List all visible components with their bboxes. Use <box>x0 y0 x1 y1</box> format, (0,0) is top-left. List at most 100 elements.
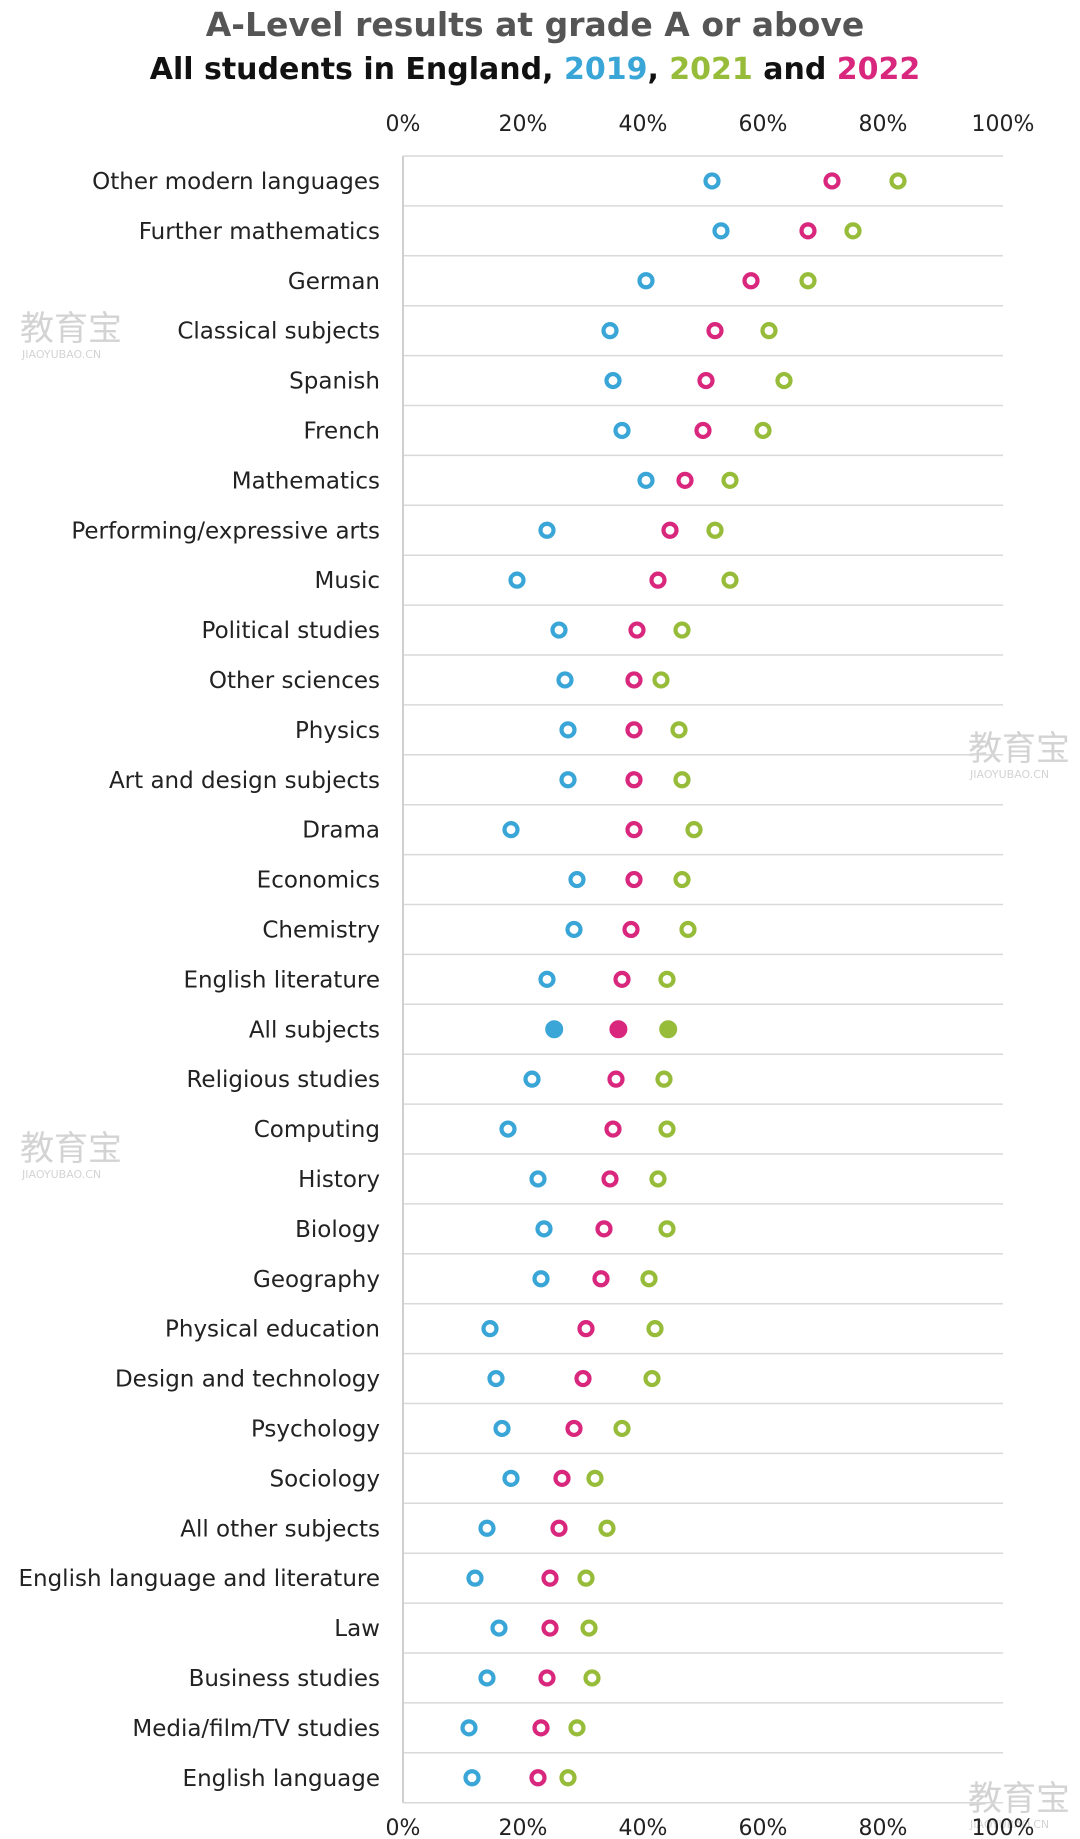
x-tick-label-top: 40% <box>619 112 668 137</box>
watermark-subtext: JIAOYUBAO.CN <box>969 768 1049 781</box>
point-2022 <box>625 671 643 689</box>
point-2019 <box>499 1120 517 1138</box>
category-label: Art and design subjects <box>109 768 380 794</box>
point-2019 <box>493 1419 511 1438</box>
category-label: Spanish <box>289 369 380 395</box>
point-2021 <box>889 172 907 190</box>
point-2019 <box>637 272 655 290</box>
point-2022 <box>694 421 712 440</box>
category-label: Mathematics <box>232 468 380 494</box>
point-2021 <box>760 322 778 340</box>
point-2019 <box>559 771 577 789</box>
point-2022 <box>697 371 715 390</box>
point-2022 <box>592 1270 610 1288</box>
point-2021 <box>844 222 862 240</box>
category-label: Psychology <box>251 1416 380 1442</box>
category-label: Drama <box>302 818 380 844</box>
subtitle-year-2021: 2021 <box>669 52 753 87</box>
watermark-text: 教育宝 <box>20 309 122 349</box>
point-2019 <box>529 1170 547 1188</box>
point-2021 <box>559 1769 577 1787</box>
point-2021 <box>679 920 697 939</box>
point-2022 <box>604 1120 622 1138</box>
point-2019 <box>478 1669 496 1687</box>
point-2019 <box>545 1020 564 1039</box>
category-label: Music <box>315 568 380 594</box>
point-2021 <box>775 371 793 390</box>
point-2019 <box>712 222 730 240</box>
point-2022 <box>529 1769 547 1787</box>
point-2019 <box>478 1519 496 1537</box>
point-2021 <box>673 621 691 639</box>
point-2021 <box>577 1569 595 1587</box>
point-2019 <box>535 1220 553 1238</box>
point-2021 <box>658 970 676 988</box>
point-2022 <box>609 1020 628 1039</box>
point-2022 <box>550 1519 568 1537</box>
point-2022 <box>532 1719 550 1737</box>
point-2021 <box>706 521 724 539</box>
point-2019 <box>613 421 631 440</box>
point-2019 <box>601 322 619 340</box>
point-2019 <box>559 721 577 739</box>
row-gridlines <box>403 155 1003 1804</box>
category-label: French <box>304 418 380 444</box>
point-2022 <box>577 1320 595 1338</box>
category-label: Further mathematics <box>139 219 380 245</box>
subtitle-year-2022: 2022 <box>837 52 921 87</box>
point-2019 <box>523 1070 541 1088</box>
point-2021 <box>754 421 772 440</box>
category-label: Media/film/TV studies <box>132 1716 380 1742</box>
category-label: Geography <box>253 1267 380 1293</box>
category-label: Physical education <box>165 1317 380 1343</box>
point-2019 <box>508 571 526 589</box>
category-label: Performing/expressive arts <box>71 518 380 544</box>
category-label: Other modern languages <box>92 169 380 195</box>
point-2019 <box>490 1619 508 1637</box>
point-2021 <box>586 1469 604 1487</box>
category-label: Other sciences <box>209 668 380 694</box>
point-2021 <box>673 771 691 789</box>
point-2022 <box>541 1619 559 1637</box>
point-2019 <box>466 1569 484 1587</box>
point-2022 <box>799 222 817 240</box>
category-label: Economics <box>257 868 380 894</box>
x-axis-ticks-bottom: 0% 20% 40% 60% 80% 100% <box>386 1816 1035 1839</box>
category-label: Business studies <box>189 1666 380 1692</box>
category-label: Religious studies <box>186 1067 380 1093</box>
point-2022 <box>676 471 694 489</box>
point-2021 <box>670 721 688 739</box>
point-2021 <box>613 1419 631 1438</box>
point-2022 <box>823 172 841 190</box>
point-2019 <box>502 1469 520 1487</box>
point-2019 <box>538 521 556 539</box>
subtitle-year-2019: 2019 <box>564 52 648 87</box>
point-2019 <box>481 1320 499 1338</box>
point-2022 <box>538 1669 556 1687</box>
point-2021 <box>649 1170 667 1188</box>
point-2022 <box>541 1569 559 1587</box>
point-2021 <box>643 1369 661 1388</box>
point-2019 <box>487 1369 505 1388</box>
watermark-subtext: JIAOYUBAO.CN <box>21 348 101 361</box>
point-2022 <box>625 870 643 889</box>
category-label: History <box>298 1167 380 1193</box>
subtitle-prefix: All students in England, <box>150 52 564 87</box>
category-label: German <box>288 269 380 295</box>
point-2022 <box>601 1170 619 1188</box>
category-label: Sociology <box>270 1466 380 1492</box>
point-2021 <box>640 1270 658 1288</box>
point-2021 <box>658 1220 676 1238</box>
watermark-subtext: JIAOYUBAO.CN <box>21 1168 101 1181</box>
category-label: Design and technology <box>115 1367 380 1393</box>
point-2021 <box>655 1070 673 1088</box>
point-2021 <box>721 471 739 489</box>
point-2019 <box>556 671 574 689</box>
point-2019 <box>460 1719 478 1737</box>
point-2022 <box>625 721 643 739</box>
x-axis-ticks-top: 0% 20% 40% 60% 80% 100% <box>386 112 1035 137</box>
category-label: Law <box>334 1616 380 1642</box>
